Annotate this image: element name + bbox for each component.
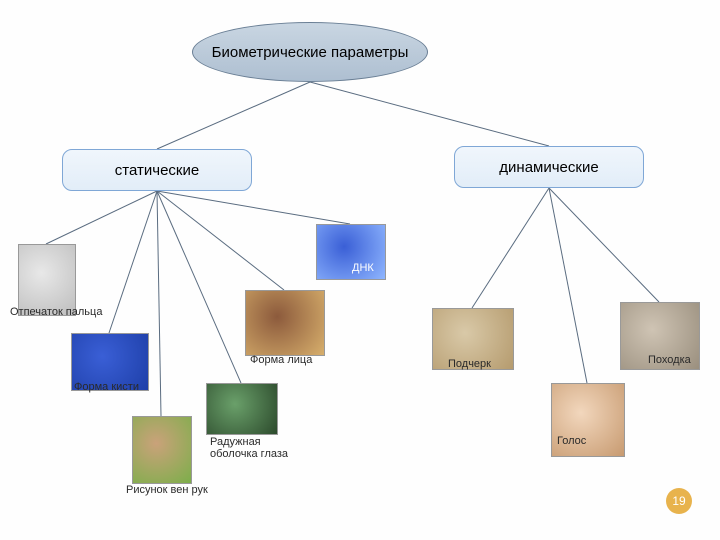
leaf-label-gait: Походка [648, 354, 720, 366]
leaf-label-iris: Радужная оболочка глаза [210, 436, 310, 460]
diagram-canvas: Биометрические параметры 19 статические д… [0, 0, 720, 540]
leaf-label-handwriting: Подчерк [448, 358, 548, 370]
branch-static: статические [62, 149, 252, 191]
branch-label: динамические [499, 159, 598, 176]
leaf-label-face-shape: Форма лица [250, 354, 350, 366]
branch-label: статические [115, 162, 199, 179]
leaf-label-voice: Голос [557, 435, 657, 447]
leaf-label-fingerprint: Отпечаток пальца [10, 306, 110, 318]
page-number-badge: 19 [666, 488, 692, 514]
leaf-img-face-shape [245, 290, 325, 356]
leaf-img-vein-pattern [132, 416, 192, 484]
root-node: Биометрические параметры [192, 22, 428, 82]
leaf-label-dna: ДНК [352, 262, 452, 274]
branch-dynamic: динамические [454, 146, 644, 188]
leaf-img-iris [206, 383, 278, 435]
page-number: 19 [672, 494, 685, 508]
leaf-label-vein-pattern: Рисунок вен рук [126, 484, 226, 496]
leaf-label-hand-shape: Форма кисти [74, 381, 174, 393]
root-label: Биометрические параметры [212, 44, 409, 61]
